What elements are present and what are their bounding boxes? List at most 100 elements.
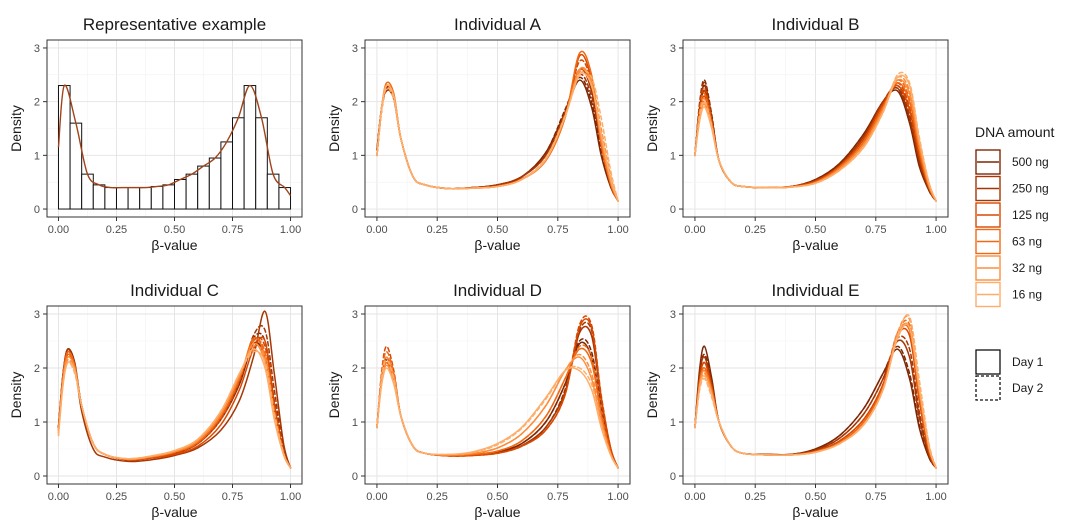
legend-label-day: Day 2 — [1012, 381, 1044, 395]
x-tick-label: 0.00 — [366, 491, 387, 503]
series-line — [376, 367, 619, 469]
y-tick-label: 2 — [670, 363, 676, 375]
x-tick-label: 0.75 — [547, 491, 568, 503]
histogram-bar — [127, 187, 141, 210]
histogram-bar — [197, 165, 210, 210]
plot-marks — [57, 84, 292, 210]
x-tick-label: 0.00 — [684, 224, 705, 236]
x-tick-label: 1.00 — [925, 224, 946, 236]
plot-marks — [57, 310, 292, 469]
x-axis-label: β-value — [151, 237, 197, 253]
legend-item-amount: 125 ng — [975, 202, 1049, 228]
y-axis-label: Density — [326, 105, 342, 152]
histogram-bar — [139, 187, 152, 210]
x-axis-label: β-value — [474, 237, 520, 253]
panel-title: Individual E — [772, 281, 860, 300]
x-tick-label: 0.00 — [684, 491, 705, 503]
y-tick-label: 3 — [34, 309, 40, 321]
legend-label-amount: 32 ng — [1012, 261, 1042, 275]
histogram-bar — [174, 179, 187, 210]
x-tick-label: 0.75 — [547, 224, 568, 236]
y-tick-label: 1 — [34, 417, 40, 429]
x-tick-label: 0.25 — [745, 224, 766, 236]
panel-title: Individual C — [130, 281, 219, 300]
histogram-bar — [162, 184, 176, 210]
plot-marks — [694, 71, 937, 202]
y-axis-label: Density — [8, 105, 24, 152]
legend-item-amount: 63 ng — [975, 228, 1042, 255]
grid — [47, 306, 302, 484]
series-line — [376, 315, 619, 469]
y-tick-label: 0 — [670, 204, 676, 216]
series-line — [376, 359, 619, 469]
histogram-bar — [115, 187, 129, 210]
x-tick-label: 1.00 — [607, 224, 628, 236]
y-tick-label: 3 — [34, 43, 40, 55]
legend-item-amount: 500 ng — [975, 149, 1049, 175]
x-tick-label: 0.00 — [366, 224, 387, 236]
y-tick-label: 0 — [352, 204, 358, 216]
legend-key-swatch — [975, 349, 1001, 375]
legend-key-swatch — [975, 375, 1001, 401]
y-tick-label: 0 — [34, 204, 40, 216]
histogram-bar — [185, 173, 199, 210]
y-axis-label: Density — [644, 105, 660, 152]
histogram-bar — [69, 122, 83, 210]
x-tick-label: 0.25 — [106, 491, 127, 503]
x-tick-label: 0.25 — [745, 491, 766, 503]
y-tick-label: 1 — [352, 150, 358, 162]
y-tick-label: 2 — [352, 363, 358, 375]
series-line — [694, 71, 937, 202]
y-tick-label: 3 — [352, 43, 358, 55]
y-tick-label: 3 — [352, 309, 358, 321]
histogram-bar — [150, 185, 164, 210]
x-axis-label: β-value — [792, 504, 838, 520]
panel-C: 0.00 0.25 0.50 0.75 1.00 0 1 2 3 Individual C β-va… — [8, 281, 303, 520]
y-axis-label: Density — [8, 372, 24, 419]
legend-label-amount: 63 ng — [1012, 235, 1042, 249]
y-tick-label: 3 — [670, 309, 676, 321]
x-tick-label: 0.75 — [865, 224, 886, 236]
legend: DNA amount 500 ng 250 ng 125 ng 63 ng 32 ng 1… — [975, 124, 1054, 401]
series-line — [376, 70, 619, 202]
y-tick-label: 0 — [34, 471, 40, 483]
histogram-bar — [81, 173, 94, 210]
y-tick-label: 0 — [670, 471, 676, 483]
grid — [683, 306, 948, 484]
x-tick-label: 1.00 — [280, 224, 301, 236]
grid — [365, 40, 630, 217]
x-tick-label: 0.50 — [805, 491, 826, 503]
x-tick-label: 0.00 — [48, 224, 69, 236]
histogram-bar — [104, 187, 117, 210]
y-tick-label: 1 — [670, 417, 676, 429]
panel-A: 0.00 0.25 0.50 0.75 1.00 0 1 2 3 Individual A β-va… — [326, 15, 631, 253]
x-tick-label: 0.25 — [427, 491, 448, 503]
y-tick-label: 2 — [670, 97, 676, 109]
histogram-bar — [243, 85, 257, 210]
x-axis-label: β-value — [474, 504, 520, 520]
legend-label-amount: 500 ng — [1012, 155, 1049, 169]
legend-item-amount: 16 ng — [975, 281, 1042, 308]
x-tick-label: 0.50 — [805, 224, 826, 236]
x-axis-label: β-value — [792, 237, 838, 253]
legend-item-amount: 250 ng — [975, 175, 1049, 202]
plot-marks — [694, 314, 937, 469]
y-tick-label: 1 — [34, 150, 40, 162]
panels: 0.00 0.25 0.50 0.75 1.00 0 1 2 3 Representative e… — [8, 15, 949, 520]
y-tick-label: 2 — [34, 363, 40, 375]
panel-E: 0.00 0.25 0.50 0.75 1.00 0 1 2 3 Individual E β-va… — [644, 281, 949, 520]
x-tick-label: 0.75 — [222, 224, 243, 236]
legend-label-amount: 250 ng — [1012, 182, 1049, 196]
panel-title: Representative example — [83, 15, 266, 34]
plot-marks — [376, 315, 619, 469]
x-tick-label: 0.25 — [427, 224, 448, 236]
histogram-bar — [278, 187, 292, 210]
panel-B: 0.00 0.25 0.50 0.75 1.00 0 1 2 3 Individual B β-va… — [644, 15, 949, 253]
y-tick-label: 3 — [670, 43, 676, 55]
density-curve — [57, 84, 292, 197]
y-axis-label: Density — [326, 372, 342, 419]
histogram-bar — [255, 117, 268, 210]
y-tick-label: 0 — [352, 471, 358, 483]
y-axis-label: Density — [644, 372, 660, 419]
y-tick-label: 1 — [670, 150, 676, 162]
